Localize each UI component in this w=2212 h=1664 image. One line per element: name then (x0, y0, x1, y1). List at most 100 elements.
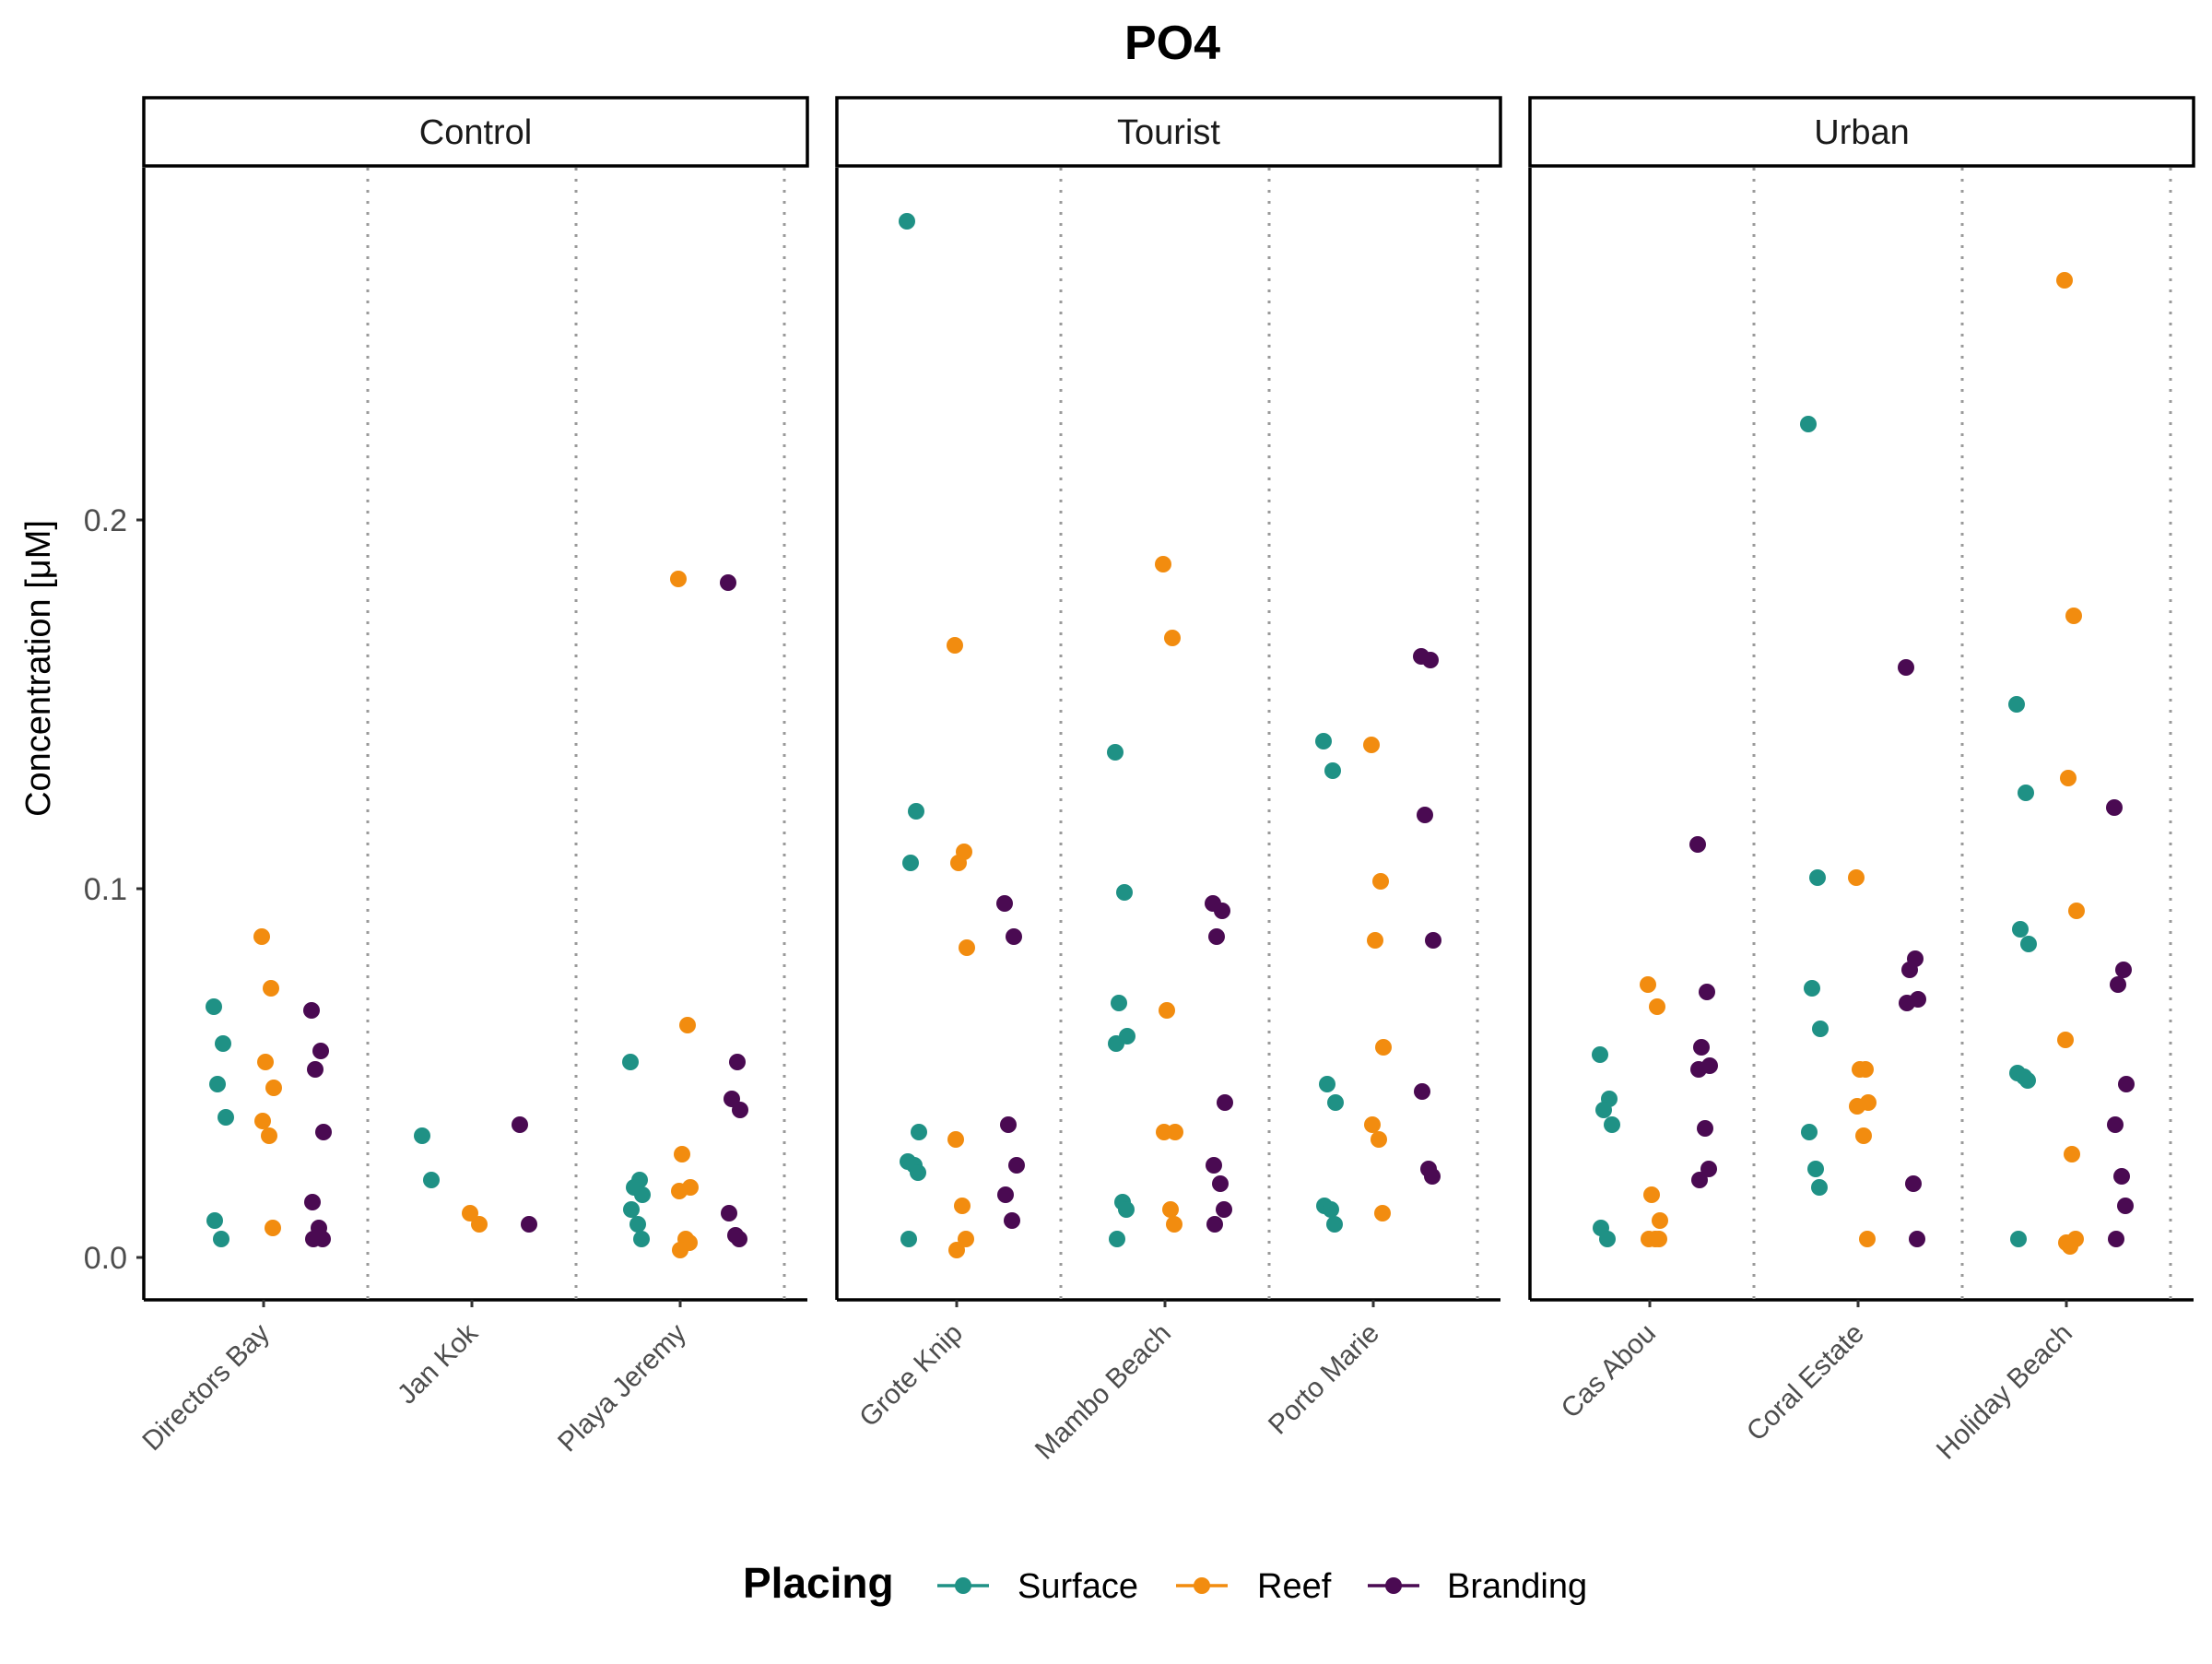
point-surface (2010, 1231, 2027, 1247)
legend-item-reef: Reef (1257, 1567, 1332, 1606)
legend-key-point (1385, 1577, 1402, 1594)
point-surface (2008, 696, 2025, 713)
point-reef (947, 1131, 964, 1148)
point-reef (1371, 1131, 1387, 1148)
legend: Placing Surface Reef Branding (743, 1559, 1587, 1607)
point-branding (996, 895, 1013, 912)
point-branding (2118, 1076, 2135, 1092)
facet-strip-label: Urban (1814, 113, 1910, 152)
legend-key-point (1194, 1577, 1210, 1594)
point-surface (206, 1212, 223, 1229)
y-tick-label: 0.1 (84, 872, 127, 907)
facet-control: Control Directors Bay Jan Kok Playa Jeremy (136, 96, 809, 1457)
point-surface (1812, 1021, 1829, 1037)
point-reef (672, 1242, 688, 1258)
point-surface (900, 1231, 917, 1247)
facet-tourist: Tourist Grote Knip Mambo Beach Porto Marie (835, 96, 1502, 1466)
point-branding (1898, 659, 1914, 676)
point-branding (1901, 962, 1918, 978)
point-branding (512, 1116, 528, 1133)
point-branding (521, 1216, 537, 1233)
point-surface (414, 1127, 430, 1144)
point-branding (1006, 928, 1022, 945)
point-reef (2064, 1146, 2080, 1162)
point-branding (1905, 1175, 1922, 1192)
point-surface (215, 1035, 231, 1052)
point-surface (1595, 1102, 1612, 1118)
point-reef (1367, 932, 1383, 949)
point-surface (1801, 1124, 1818, 1140)
point-reef (1375, 1039, 1392, 1056)
point-reef (1166, 1216, 1182, 1233)
point-surface (1109, 1231, 1125, 1247)
point-surface (2018, 785, 2034, 801)
point-branding (1689, 836, 1706, 853)
point-surface (1599, 1231, 1616, 1247)
point-surface (902, 855, 919, 871)
point-surface (209, 1076, 226, 1092)
point-branding (1691, 1172, 1708, 1188)
point-reef (2068, 903, 2085, 919)
point-reef (1649, 998, 1665, 1015)
point-branding (2107, 1116, 2124, 1133)
point-reef (670, 571, 687, 587)
point-reef (2056, 272, 2073, 289)
point-reef (1643, 1186, 1660, 1203)
point-surface (2012, 921, 2029, 938)
legend-item-branding: Branding (1447, 1567, 1587, 1606)
point-reef (958, 1231, 974, 1247)
point-reef (1156, 1124, 1172, 1140)
legend-item-surface: Surface (1018, 1567, 1138, 1606)
legend-key-point (955, 1577, 971, 1594)
point-reef (1640, 976, 1656, 993)
facet-strip (835, 96, 1502, 168)
point-reef (2057, 1032, 2074, 1048)
point-branding (1217, 1094, 1233, 1111)
point-reef (261, 1127, 277, 1144)
facet-strip-label: Tourist (1117, 113, 1220, 152)
point-branding (1000, 1116, 1017, 1133)
point-surface (1800, 416, 1817, 432)
legend-title: Placing (743, 1559, 894, 1607)
point-reef (959, 939, 975, 956)
point-branding (1004, 1212, 1020, 1229)
point-reef (253, 928, 270, 945)
point-surface (899, 213, 915, 230)
point-branding (729, 1054, 746, 1070)
point-surface (2020, 936, 2037, 952)
point-reef (1859, 1231, 1876, 1247)
point-surface (623, 1201, 640, 1218)
point-surface (1116, 884, 1133, 901)
point-branding (315, 1124, 332, 1140)
point-surface (622, 1054, 639, 1070)
point-surface (1811, 1179, 1828, 1196)
y-tick-label: 0.0 (84, 1241, 127, 1276)
point-surface (1324, 762, 1341, 779)
point-branding (2115, 962, 2132, 978)
point-branding (1909, 1231, 1925, 1247)
point-reef (1848, 869, 1865, 886)
point-surface (1807, 1161, 1824, 1177)
facet-strip-label: Control (419, 113, 533, 152)
point-surface (1108, 1035, 1124, 1052)
point-branding (1693, 1039, 1710, 1056)
point-reef (671, 1183, 688, 1199)
point-surface (1592, 1046, 1608, 1063)
point-branding (732, 1102, 748, 1118)
point-branding (1206, 1157, 1222, 1174)
point-branding (1208, 928, 1225, 945)
point-surface (911, 1124, 927, 1140)
x-tick-label: Porto Marie (1263, 1318, 1385, 1441)
point-reef (679, 1017, 696, 1033)
point-reef (254, 1113, 271, 1129)
point-branding (1425, 932, 1441, 949)
point-branding (1899, 995, 1915, 1011)
point-surface (1111, 995, 1127, 1011)
point-branding (1206, 1216, 1223, 1233)
point-branding (304, 1194, 321, 1210)
point-surface (1327, 1094, 1344, 1111)
point-reef (954, 1198, 971, 1214)
point-surface (1809, 869, 1826, 886)
point-branding (1212, 1175, 1229, 1192)
x-tick-label: Jan Kok (392, 1317, 485, 1410)
